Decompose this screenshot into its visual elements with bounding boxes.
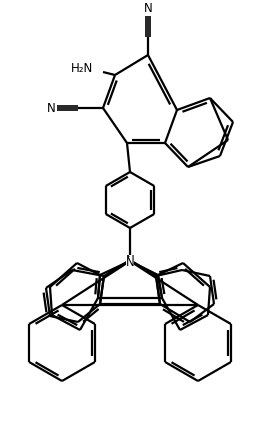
Text: H₂N: H₂N [71,61,93,75]
Text: N: N [126,257,134,270]
Text: N: N [144,3,152,16]
Text: N: N [47,101,55,114]
Text: N: N [126,254,134,268]
